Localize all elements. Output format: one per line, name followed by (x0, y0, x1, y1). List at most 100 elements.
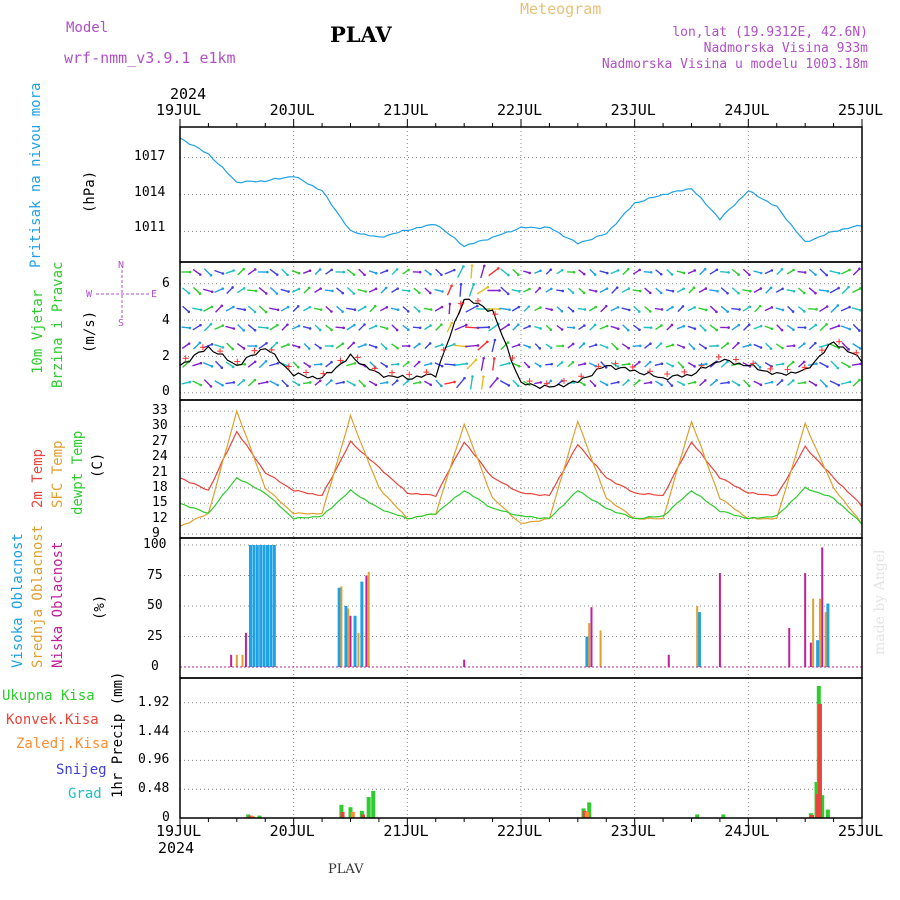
wind-arrow (280, 343, 289, 349)
wind-gust-marker (578, 373, 585, 380)
wind-arrow-head (759, 271, 763, 275)
data-layer (179, 137, 863, 818)
wind-arrow (841, 286, 850, 295)
wind-arrow-head (476, 344, 480, 347)
wind-arrow-head (637, 310, 641, 313)
wind-arrow-head (453, 380, 456, 384)
wind-arrow (236, 342, 245, 350)
wind-arrow-head (638, 328, 641, 332)
cloud-bar (818, 598, 821, 667)
wind-arrow (491, 339, 496, 353)
wind-arrow-head (374, 346, 378, 349)
wind-arrow-head (726, 342, 730, 345)
wind-arrow (852, 379, 861, 387)
wind-arrow-head (837, 271, 841, 275)
wind-arrow-head (825, 322, 828, 326)
wind-arrow-head (703, 267, 707, 271)
wind-arrow-head (516, 323, 520, 327)
wind-arrow-head (385, 327, 389, 330)
wind-arrow-head (615, 286, 619, 289)
bottom-date-tick: 21JUL (383, 822, 429, 840)
precip-bar (587, 802, 592, 818)
wind-arrow-head (517, 343, 521, 347)
wind-arrow-head (847, 348, 850, 351)
wind-arrow (357, 288, 366, 293)
wind-arrow-head (826, 365, 829, 368)
wind-arrow-head (550, 362, 553, 366)
wind-gust-marker (371, 365, 378, 372)
wind-arrow-head (464, 323, 468, 327)
wind-arrow-head (487, 325, 491, 329)
wind-arrow-head (649, 342, 652, 346)
cloud-bar (788, 627, 791, 667)
wind-arrow (621, 363, 630, 366)
wind-arrow-head (318, 328, 322, 332)
cloud-bar (272, 545, 276, 667)
wind-arrow-head (450, 284, 453, 288)
top-date-tick: 22JUL (497, 101, 543, 119)
cloud-bar (367, 571, 370, 667)
wind-gust-marker (715, 354, 722, 361)
bottom-date-tick: 20JUL (269, 822, 315, 840)
wind-arrow (500, 342, 509, 350)
compass-e: E (151, 289, 158, 300)
wind-arrow-head (221, 324, 225, 327)
cloud-bar (821, 547, 824, 667)
wind-arrow-head (286, 384, 289, 388)
wind-arrow-head (626, 328, 630, 332)
wind-arrow-head (232, 327, 236, 330)
cloud-bar (812, 598, 815, 667)
wind-arrow-head (682, 383, 685, 386)
wind-arrow-head (792, 268, 795, 272)
wind-arrow-head (297, 345, 301, 349)
wind-gust-marker (698, 362, 705, 369)
wind-arrow-head (571, 360, 575, 364)
wind-arrow (818, 344, 828, 348)
wind-arrow-head (396, 346, 399, 350)
wind-gust-marker (440, 346, 447, 353)
wind-arrow (269, 268, 278, 276)
wind-arrow (610, 325, 619, 330)
pressure-tick-1017: 1017 (134, 149, 166, 164)
wind-gust-marker (595, 363, 602, 370)
wind-arrow (698, 343, 707, 349)
cloud-tick: 0 (151, 659, 159, 674)
wind-arrow-head (429, 324, 432, 327)
wind-arrow-head (266, 270, 269, 274)
wind-arrow-head (209, 385, 213, 388)
wind-arrow-head (549, 268, 553, 272)
wind-arrow-head (373, 304, 377, 308)
wind-gust-marker (509, 355, 516, 362)
pressure-line (179, 137, 863, 248)
wind-arrow (357, 306, 366, 312)
wind-arrow-head (198, 292, 202, 295)
wind-arrow-head (342, 380, 345, 384)
wind-arrow-head (780, 268, 784, 271)
wind-arrow-head (276, 383, 279, 387)
wind-arrow-head (737, 383, 741, 387)
wind-arrow-head (572, 326, 576, 329)
cloud-tick: 75 (147, 567, 163, 583)
wind-arrow (346, 307, 356, 311)
wind-arrow (466, 359, 477, 370)
wind-arrow-head (758, 366, 762, 369)
wind-arrow (192, 324, 201, 331)
wind-gust-marker (199, 344, 206, 351)
bottom-date-tick: 23JUL (610, 822, 656, 840)
wind-arrow-head (496, 377, 499, 380)
precip-bar (340, 812, 345, 818)
precip-unit-label: 1hr Precip (mm) (110, 671, 126, 798)
wind-arrow-head (703, 379, 707, 382)
wind-arrow-head (825, 384, 828, 388)
wind-arrow-head (671, 364, 674, 368)
wind-arrow-head (638, 360, 641, 364)
wind-arrow-head (221, 346, 225, 349)
wind-gust-marker (767, 365, 774, 372)
wind-arrow-head (199, 308, 203, 312)
wind-arrow (610, 381, 619, 385)
wind-arrow-head (243, 362, 247, 366)
wind-arrow (477, 341, 488, 351)
wind-arrow-head (498, 289, 501, 292)
wind-arrow (499, 324, 510, 331)
wind-arrow-head (232, 269, 235, 272)
